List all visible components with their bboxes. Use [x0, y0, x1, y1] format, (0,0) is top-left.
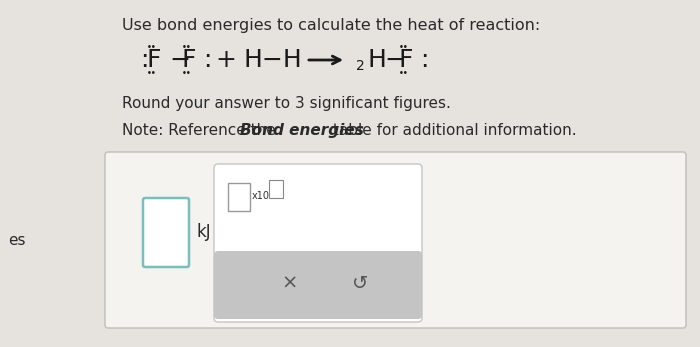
FancyBboxPatch shape: [214, 251, 422, 319]
Text: ••: ••: [147, 42, 157, 51]
Text: ×: ×: [282, 273, 298, 293]
Text: :: :: [420, 48, 428, 72]
FancyBboxPatch shape: [214, 164, 422, 322]
Text: ••: ••: [399, 68, 409, 77]
Text: −: −: [169, 48, 190, 72]
Text: 2: 2: [356, 59, 365, 73]
Text: ••: ••: [399, 42, 409, 51]
Text: ••: ••: [182, 42, 192, 51]
Text: x10: x10: [252, 191, 270, 201]
Text: H−H: H−H: [243, 48, 302, 72]
Text: +: +: [215, 48, 236, 72]
Text: es: es: [8, 232, 25, 247]
Text: :: :: [140, 48, 148, 72]
Text: F: F: [147, 48, 161, 72]
Text: ••: ••: [182, 68, 192, 77]
Text: Round your answer to 3 significant figures.: Round your answer to 3 significant figur…: [122, 96, 451, 111]
Text: ↺: ↺: [352, 273, 368, 293]
Bar: [228, 183, 250, 211]
Text: Use bond energies to calculate the heat of reaction:: Use bond energies to calculate the heat …: [122, 18, 540, 33]
Text: H: H: [368, 48, 387, 72]
Text: F: F: [182, 48, 196, 72]
Text: Note: Reference the: Note: Reference the: [122, 123, 281, 138]
Text: ••: ••: [147, 68, 157, 77]
Text: kJ: kJ: [196, 223, 211, 241]
Text: :: :: [203, 48, 211, 72]
Text: F: F: [399, 48, 413, 72]
Text: table for additional information.: table for additional information.: [328, 123, 577, 138]
Bar: [220, 255, 416, 270]
Text: −: −: [384, 48, 405, 72]
Bar: [269, 180, 283, 198]
FancyBboxPatch shape: [143, 198, 189, 267]
FancyBboxPatch shape: [105, 152, 686, 328]
Text: Bond energies: Bond energies: [240, 123, 364, 138]
